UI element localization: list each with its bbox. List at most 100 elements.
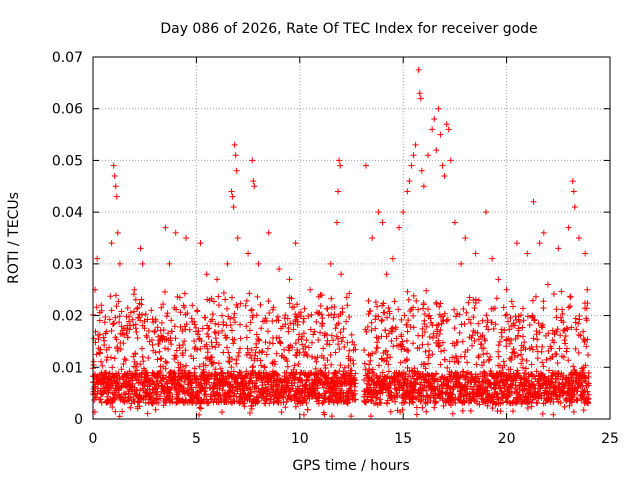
data-point [464, 359, 471, 366]
data-point [524, 377, 531, 384]
data-point [451, 219, 458, 226]
data-point [350, 376, 357, 383]
data-point [575, 349, 582, 356]
data-point [195, 328, 202, 335]
data-point [395, 306, 402, 313]
data-point [340, 325, 347, 332]
data-point [508, 337, 515, 344]
data-point [292, 340, 299, 347]
data-point [449, 410, 456, 417]
data-point [429, 334, 436, 341]
data-point [121, 356, 128, 363]
data-point [339, 309, 346, 316]
data-point [489, 405, 496, 412]
data-point [435, 105, 442, 112]
data-point [143, 369, 150, 376]
data-point [490, 325, 497, 332]
data-point [126, 326, 133, 333]
data-point [205, 325, 212, 332]
data-point [114, 345, 121, 352]
data-point [325, 369, 332, 376]
data-point [231, 336, 238, 343]
data-point [117, 346, 124, 353]
data-point [111, 320, 118, 327]
data-point [219, 370, 226, 377]
data-point [479, 332, 486, 339]
data-point [451, 306, 458, 313]
data-point [421, 361, 428, 368]
data-point [337, 362, 344, 369]
data-point [376, 362, 383, 369]
data-point [385, 305, 392, 312]
data-point [524, 313, 531, 320]
data-point [388, 337, 395, 344]
data-point [497, 385, 504, 392]
data-point [533, 399, 540, 406]
data-point [435, 321, 442, 328]
data-point [263, 317, 270, 324]
data-point [247, 392, 254, 399]
data-point [327, 352, 334, 359]
data-point [462, 235, 469, 241]
data-point [474, 329, 481, 336]
data-point [233, 375, 240, 382]
data-point [573, 370, 580, 377]
data-point [404, 188, 411, 195]
data-point [228, 364, 235, 371]
data-point [274, 313, 281, 320]
data-point [379, 369, 386, 376]
data-point [255, 260, 262, 267]
data-point [352, 396, 359, 403]
y-tick-labels: 0 0.01 0.02 0.03 0.04 0.05 0.06 0.07 [52, 50, 83, 428]
data-point [541, 374, 548, 381]
data-point [435, 337, 442, 344]
data-point [568, 324, 575, 331]
data-point [255, 398, 262, 405]
data-point [179, 363, 186, 370]
data-point [490, 396, 497, 403]
data-point [108, 240, 115, 247]
data-point [152, 327, 159, 334]
data-point [573, 326, 580, 333]
data-point [282, 321, 289, 328]
data-point [513, 240, 520, 247]
data-point [364, 370, 371, 377]
data-point [204, 345, 211, 352]
data-point [188, 315, 195, 322]
data-point [392, 324, 399, 331]
data-point [429, 322, 436, 329]
data-point [365, 297, 372, 304]
data-point [323, 331, 330, 338]
data-point [374, 344, 381, 351]
data-point [253, 393, 260, 400]
data-point [459, 338, 466, 345]
data-point [404, 328, 411, 335]
data-point [444, 364, 451, 371]
data-point [367, 397, 374, 404]
data-point [103, 328, 110, 335]
data-point [111, 355, 118, 362]
data-point [154, 324, 161, 331]
data-point [368, 319, 375, 326]
data-point [384, 354, 391, 361]
data-point [483, 312, 490, 319]
data-point [152, 349, 159, 356]
data-point [137, 361, 144, 368]
data-point [547, 396, 554, 403]
y-axis-label: ROTI / TECUs [6, 192, 22, 284]
x-tick-label: 25 [601, 431, 619, 447]
data-point [110, 162, 117, 169]
data-point [251, 357, 258, 364]
data-point [220, 321, 227, 328]
data-point [320, 384, 327, 391]
data-point [438, 348, 445, 355]
data-point [398, 333, 405, 340]
data-point [401, 312, 408, 319]
data-point [422, 348, 429, 355]
data-point [524, 250, 531, 257]
data-point [516, 318, 523, 325]
data-point [254, 355, 261, 362]
data-point [326, 341, 333, 348]
data-point [392, 398, 399, 405]
data-point [168, 317, 175, 324]
